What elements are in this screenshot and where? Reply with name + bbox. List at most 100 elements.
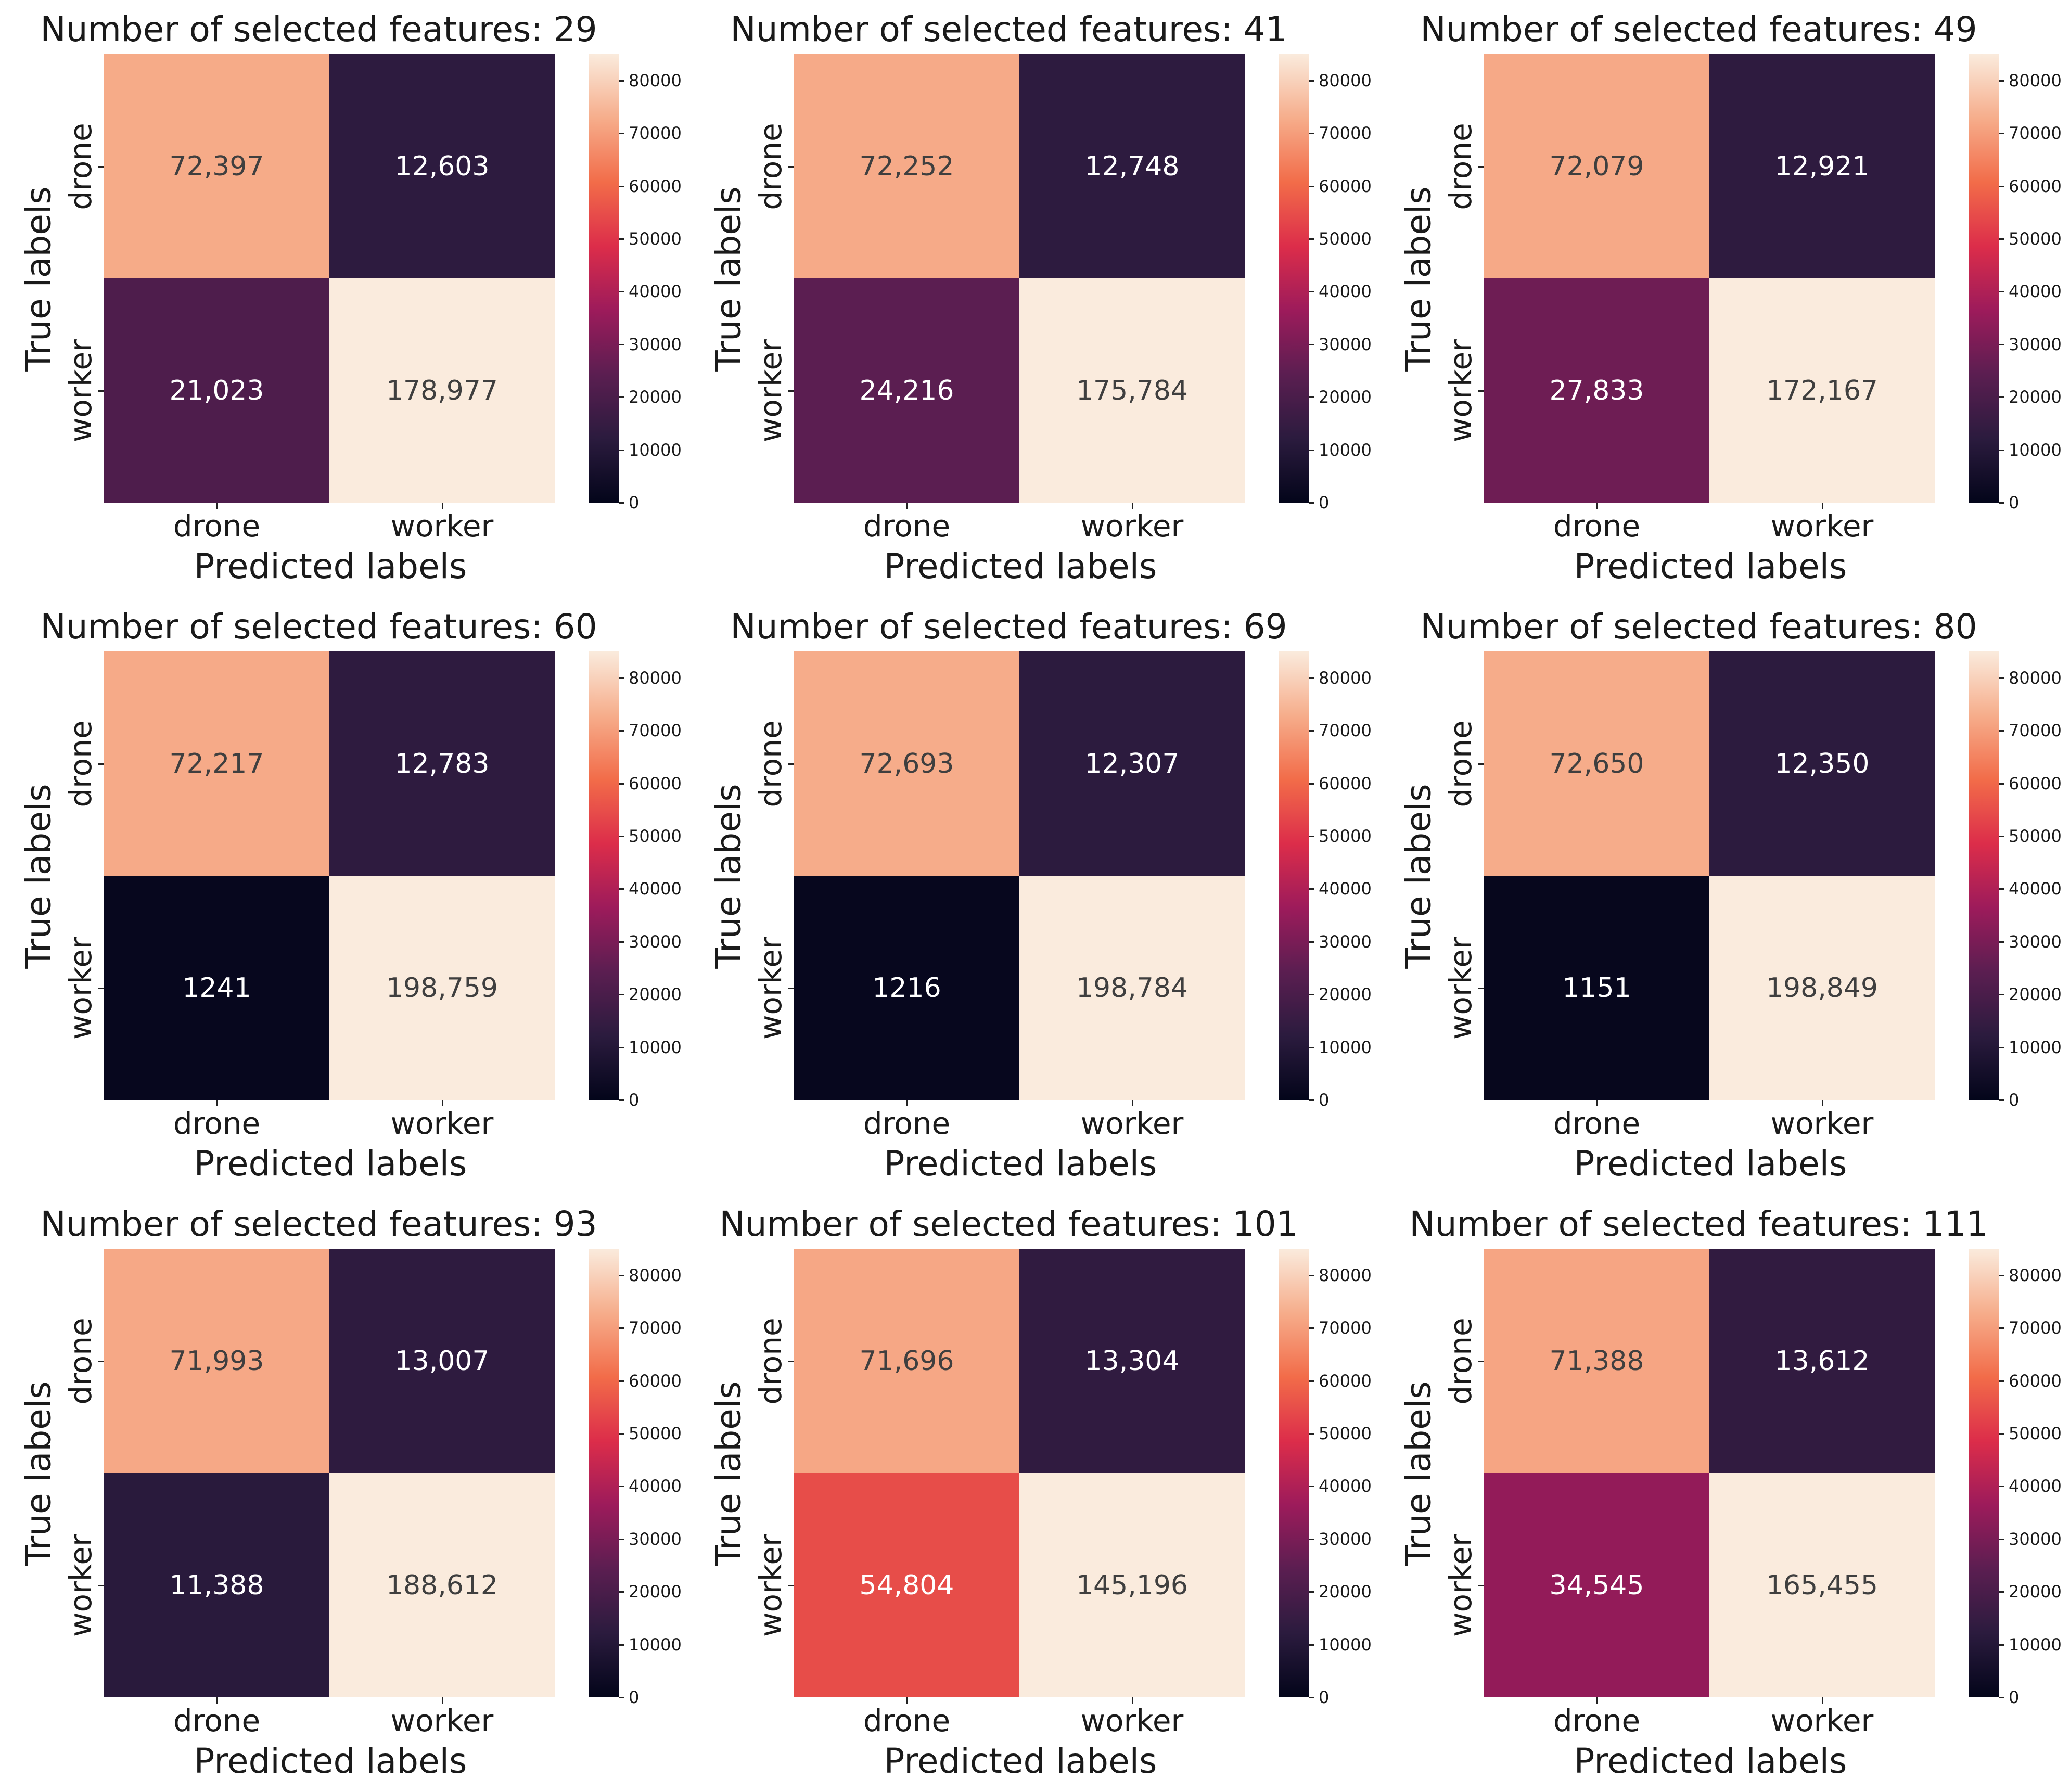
colorbar-tick-mark	[619, 396, 624, 399]
heatmap-cell	[1484, 876, 1709, 1100]
cell-annotation: 72,217	[169, 748, 264, 779]
y-axis-label: True labels	[18, 1381, 59, 1566]
heatmap-cell	[329, 54, 555, 278]
cell-annotation: 198,784	[1076, 972, 1189, 1004]
colorbar-tick-label: 30000	[1319, 334, 1372, 354]
chart-title: Number of selected features: 49	[1420, 9, 1977, 49]
y-tick-mark	[98, 763, 104, 765]
y-tick-mark	[1478, 390, 1484, 392]
colorbar-tick-mark	[1309, 835, 1314, 837]
colorbar-tick-mark	[619, 1591, 624, 1593]
heatmap-cell	[794, 1473, 1019, 1697]
colorbar-tick-mark	[619, 1538, 624, 1540]
x-tick-label: worker	[390, 508, 494, 544]
y-tick-label: worker	[1443, 339, 1478, 442]
heatmap-cell	[1484, 1249, 1709, 1473]
colorbar-tick-mark	[1999, 1644, 2004, 1646]
colorbar-tick-mark	[1309, 1099, 1314, 1101]
colorbar-tick-label: 20000	[629, 984, 682, 1005]
heatmap-cell	[1019, 1249, 1245, 1473]
cell-annotation: 13,304	[1084, 1345, 1180, 1377]
colorbar-tick-mark	[1999, 343, 2004, 345]
y-tick-mark	[98, 987, 104, 989]
y-tick-label: worker	[63, 339, 98, 442]
colorbar-tick-label: 70000	[2009, 1318, 2062, 1338]
cell-annotation: 12,748	[1084, 150, 1180, 182]
cell-annotation: 198,759	[386, 972, 499, 1004]
y-axis-label: True labels	[1398, 186, 1439, 372]
y-tick-label: drone	[753, 122, 788, 210]
heatmap-cell	[1709, 876, 1935, 1100]
colorbar-tick-label: 50000	[1319, 228, 1372, 249]
cell-annotation: 11,388	[169, 1569, 264, 1601]
colorbar-tick-label: 20000	[1319, 1582, 1372, 1602]
colorbar-tick-mark	[619, 449, 624, 451]
colorbar-tick-label: 0	[629, 1090, 640, 1110]
chart-title: Number of selected features: 69	[730, 607, 1287, 647]
colorbar-tick-label: 40000	[2009, 281, 2062, 302]
cell-annotation: 71,993	[169, 1345, 264, 1377]
colorbar-tick-label: 20000	[2009, 1582, 2062, 1602]
colorbar-tick-label: 80000	[1319, 70, 1372, 91]
x-tick-label: drone	[863, 1703, 951, 1738]
colorbar-tick-mark	[1309, 730, 1314, 732]
colorbar-tick-label: 10000	[2009, 1037, 2062, 1057]
x-tick-label: drone	[863, 508, 951, 544]
heatmap-panel: Number of selected features: 93 True labe…	[0, 1195, 690, 1792]
cell-annotation: 24,216	[859, 375, 954, 406]
colorbar-tick-mark	[619, 1274, 624, 1276]
colorbar-tick-label: 60000	[1319, 176, 1372, 196]
x-axis-label: Predicted labels	[1574, 546, 1847, 586]
y-tick-mark	[788, 1584, 794, 1586]
colorbar-tick-mark	[1999, 1046, 2004, 1048]
x-tick-mark	[906, 503, 908, 509]
colorbar-tick-mark	[1999, 994, 2004, 996]
cell-annotation: 178,977	[386, 375, 499, 406]
colorbar-tick-mark	[619, 291, 624, 293]
x-tick-label: drone	[1553, 1106, 1641, 1141]
heatmap-cell	[104, 651, 329, 876]
colorbar-tick-mark	[1999, 941, 2004, 943]
heatmap-cell	[794, 1249, 1019, 1473]
chart-title: Number of selected features: 93	[40, 1204, 597, 1244]
colorbar-tick-label: 70000	[1319, 721, 1372, 741]
colorbar-tick-mark	[619, 783, 624, 785]
colorbar-tick-mark	[1999, 1327, 2004, 1329]
cell-annotation: 12,307	[1084, 748, 1180, 779]
colorbar-tick-label: 10000	[1319, 1037, 1372, 1057]
colorbar-tick-mark	[1999, 291, 2004, 293]
colorbar-tick-mark	[619, 238, 624, 240]
colorbar-tick-mark	[1309, 449, 1314, 451]
cell-annotation: 72,693	[859, 748, 954, 779]
colorbar-tick-mark	[1999, 835, 2004, 837]
colorbar-tick-label: 10000	[2009, 1634, 2062, 1655]
cell-annotation: 12,350	[1774, 748, 1870, 779]
chart-title: Number of selected features: 29	[40, 9, 597, 49]
heatmap-cell	[1709, 1473, 1935, 1697]
colorbar-tick-label: 70000	[2009, 721, 2062, 741]
cell-annotation: 165,455	[1766, 1569, 1879, 1601]
y-tick-mark	[98, 165, 104, 168]
y-axis-label: True labels	[1398, 784, 1439, 969]
chart-title: Number of selected features: 60	[40, 607, 597, 647]
colorbar-tick-mark	[1309, 133, 1314, 135]
colorbar-tick-label: 30000	[2009, 334, 2062, 354]
colorbar-tick-mark	[1999, 730, 2004, 732]
x-tick-mark	[1596, 1697, 1598, 1704]
cell-annotation: 12,603	[394, 150, 490, 182]
cell-annotation: 172,167	[1766, 375, 1879, 406]
colorbar-tick-label: 60000	[2009, 1371, 2062, 1391]
colorbar-tick-label: 30000	[629, 334, 682, 354]
colorbar-tick-mark	[619, 1099, 624, 1101]
colorbar-tick-label: 80000	[2009, 668, 2062, 688]
colorbar-tick-label: 0	[1319, 493, 1330, 513]
x-tick-label: drone	[173, 1703, 261, 1738]
colorbar-tick-label: 50000	[1319, 1423, 1372, 1443]
x-tick-mark	[441, 1100, 443, 1106]
x-axis-label: Predicted labels	[1574, 1144, 1847, 1184]
colorbar-tick-label: 30000	[1319, 931, 1372, 952]
cell-annotation: 12,783	[394, 748, 490, 779]
colorbar-tick-label: 60000	[629, 176, 682, 196]
x-tick-label: drone	[173, 1106, 261, 1141]
x-axis-label: Predicted labels	[194, 1741, 467, 1781]
